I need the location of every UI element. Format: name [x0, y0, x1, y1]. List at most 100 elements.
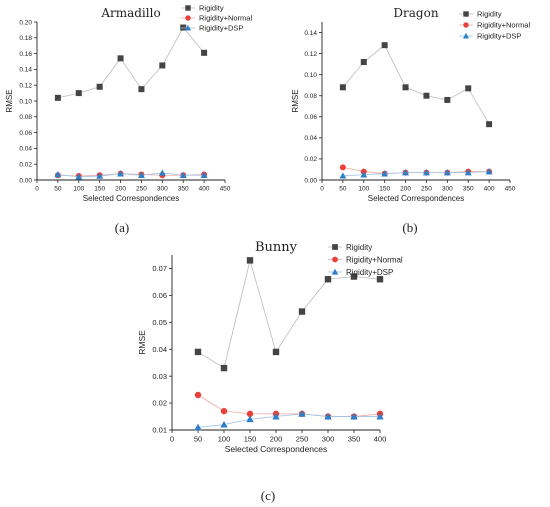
legend-entry: Rigidity+Normal	[346, 255, 403, 264]
data-point	[381, 42, 388, 49]
legend-marker	[462, 32, 470, 39]
x-tick-label: 400	[484, 186, 495, 193]
y-tick-label: 0.04	[19, 146, 32, 153]
data-point	[246, 410, 254, 418]
y-tick-label: 0.04	[304, 135, 317, 142]
data-point	[381, 170, 389, 177]
legend-entry: Rigidity+Normal	[199, 14, 252, 23]
data-point	[194, 423, 202, 431]
x-tick-label: 50	[339, 186, 347, 193]
y-tick-label: 0.00	[304, 177, 317, 184]
y-tick-label: 0.08	[19, 114, 32, 121]
x-tick-label: 100	[218, 435, 231, 444]
data-point	[137, 171, 145, 179]
data-point	[443, 169, 451, 176]
data-point	[444, 96, 451, 103]
panel-label-b: (b)	[402, 220, 417, 235]
data-point	[179, 171, 187, 179]
series-line-1	[57, 26, 205, 99]
y-tick-label: 0.06	[304, 114, 317, 121]
legend-entry: Rigidity	[477, 10, 502, 19]
x-tick-label: 300	[322, 435, 335, 444]
data-point	[486, 121, 493, 128]
y-tick-label: 0.16	[19, 51, 32, 58]
data-point	[96, 172, 104, 179]
y-tick-label: 0.02	[19, 161, 32, 168]
series-line-1	[342, 44, 490, 125]
x-tick-label: 50	[54, 186, 62, 193]
legend-entry: Rigidity+DSP	[199, 24, 243, 33]
x-axis-label: Selected Correspondences	[83, 194, 180, 203]
data-point	[350, 412, 358, 420]
y-tick-label: 0.06	[19, 130, 32, 137]
x-tick-label: 300	[442, 186, 453, 193]
data-point	[117, 55, 124, 62]
data-point	[360, 59, 367, 66]
x-tick-label: 50	[194, 435, 202, 444]
series-line-3	[342, 171, 490, 177]
data-point	[194, 348, 202, 356]
x-tick-label: 200	[270, 435, 283, 444]
y-tick-label: 0.18	[19, 35, 32, 42]
x-tick-label: 250	[421, 186, 432, 193]
x-tick-label: 150	[244, 435, 257, 444]
x-tick-label: 0	[35, 186, 39, 193]
y-tick-label: 0.14	[19, 67, 32, 74]
legend-entry: Rigidity+Normal	[477, 21, 530, 30]
chart-3: 0 50 100 150 200 250 300 350 400 0.01 0.02 0.03 0.04…	[137, 240, 403, 454]
x-tick-label: 250	[136, 186, 147, 193]
data-point	[75, 173, 83, 180]
legend-marker	[331, 268, 339, 275]
data-point	[220, 364, 228, 372]
x-tick-label: 100	[358, 186, 369, 193]
data-point	[324, 276, 332, 283]
data-point	[201, 49, 208, 56]
y-axis-label: RMSE	[291, 89, 300, 112]
data-point	[423, 92, 430, 99]
data-point	[246, 257, 254, 264]
data-point	[422, 169, 430, 176]
data-point	[220, 420, 228, 428]
x-tick-label: 350	[178, 186, 189, 193]
x-tick-label: 400	[374, 435, 387, 444]
data-point	[465, 85, 472, 92]
x-tick-label: 450	[505, 186, 516, 193]
data-point	[298, 410, 306, 417]
data-point	[96, 83, 103, 90]
y-axis-label: RMSE	[5, 89, 14, 112]
data-point	[402, 84, 409, 91]
y-tick-label: 0.00	[19, 177, 32, 184]
data-point	[339, 84, 346, 91]
data-point	[54, 94, 61, 101]
y-tick-label: 0.04	[152, 345, 167, 354]
y-tick-label: 0.02	[152, 399, 167, 408]
data-point	[464, 169, 472, 176]
y-tick-label: 0.02	[304, 156, 317, 163]
data-point	[324, 412, 332, 420]
data-point	[194, 391, 202, 399]
chart-2: 0 50 100 150 200 250 300 350 400 450 0.00 0.02 0.04 0…	[291, 6, 530, 203]
y-tick-label: 0.10	[19, 98, 32, 105]
x-tick-label: 400	[199, 186, 210, 193]
x-tick-label: 200	[400, 186, 411, 193]
chart-1: 0 50 100 150 200 250 300 350 400 450 0.00 0.02 0.04 0…	[5, 4, 252, 203]
data-point	[272, 348, 280, 356]
data-point	[376, 412, 384, 420]
series-line-1	[197, 258, 381, 369]
y-tick-label: 0.14	[304, 30, 317, 37]
legend-marker	[185, 5, 191, 11]
legend-entry: Rigidity	[199, 4, 224, 13]
data-point	[54, 171, 62, 178]
legend-marker	[332, 256, 338, 263]
x-tick-label: 300	[157, 186, 168, 193]
y-tick-label: 0.08	[304, 93, 317, 100]
data-point	[272, 412, 280, 420]
x-tick-label: 250	[296, 435, 309, 444]
data-point	[339, 172, 347, 179]
y-tick-label: 0.05	[152, 318, 167, 327]
legend-entry: Rigidity+DSP	[477, 32, 521, 41]
x-tick-label: 0	[320, 186, 324, 193]
legend-marker	[184, 24, 192, 31]
y-tick-label: 0.12	[304, 51, 317, 58]
